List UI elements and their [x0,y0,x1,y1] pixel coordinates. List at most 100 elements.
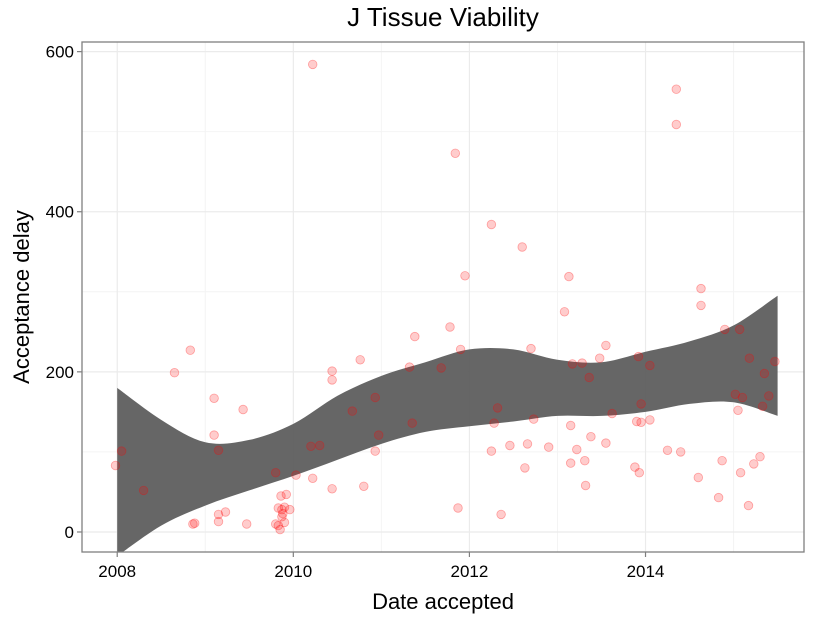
y-tick-label: 600 [46,43,74,62]
x-tick-label: 2008 [98,562,136,581]
scatter-point [755,452,765,462]
scatter-point [209,393,219,404]
scatter-point [185,345,196,355]
scatter-point [634,468,645,478]
scatter-point [278,508,288,519]
y-axis: 0 200 400 600 [46,43,82,542]
scatter-point [586,432,596,442]
scatter-point [116,446,127,456]
scatter-point [696,300,706,311]
scatter-point [607,408,617,419]
scatter-point [580,480,591,491]
scatter-point [584,372,594,383]
scatter-point [347,406,358,416]
y-axis-title: Acceptance delay [9,210,34,384]
scatter-point [717,456,727,466]
scatter-point [632,416,642,427]
scatter-point [595,353,605,363]
scatter-point [735,324,745,335]
y-tick-label: 0 [65,523,74,542]
scatter-point [355,355,365,365]
scatter-point [735,468,746,478]
scatter-point [671,84,682,94]
scatter-point [110,460,121,471]
scatter-point [770,356,780,367]
scatter-point [460,271,470,281]
scatter-point [271,468,281,478]
chart-title: J Tissue Viability [347,2,539,32]
scatter-point [436,363,446,373]
scatter-point [676,447,686,457]
y-tick-label: 400 [46,203,74,222]
scatter-point [671,119,682,130]
scatter-point [209,430,219,440]
scatter-point [645,415,655,425]
scatter-point [285,504,295,515]
scatter-point [572,444,582,455]
panel-border [81,41,805,553]
scatter-point [455,344,466,355]
scatter-point [169,368,180,378]
scatter-point [308,473,318,484]
scatter-point [720,324,730,335]
scatter-point [279,517,290,528]
scatter-point [308,59,318,70]
smooth-band [117,295,778,552]
scatter-point [291,470,301,480]
scatter-point [327,375,337,385]
scatter-point [370,446,380,456]
scatter-point [743,500,754,511]
y-tick-label: 200 [46,363,74,382]
scatter-point [520,463,530,473]
scatter-point [374,430,384,440]
scatter-point [529,414,539,424]
scatter-point [633,351,644,362]
x-axis-title: Date accepted [372,589,514,614]
scatter-point [601,438,611,448]
scatter-point [636,417,646,428]
scatter-point [567,359,578,369]
scatter-point [359,481,369,492]
scatter-point [662,445,673,456]
x-tick-label: 2010 [274,562,312,581]
scatter-point [138,485,149,496]
scatter-point [273,503,284,513]
x-tick-label: 2012 [451,562,489,581]
scatter-point [522,439,533,449]
scatter-point [733,405,743,416]
scatter-point [450,148,461,159]
scatter-point [327,484,337,494]
scatter-point [407,418,417,428]
scatter-point [566,420,576,431]
x-axis: 2008 2010 2012 2014 [98,552,664,581]
scatter-point [271,519,281,529]
scatter-point [241,519,252,529]
scatter-point [279,502,290,512]
scatter-point [559,307,570,317]
scatter-point [737,392,748,403]
scatter-point [281,489,292,500]
scatter-point [544,442,554,452]
scatter-point [220,507,231,517]
scatter-point [517,242,527,252]
scatter-point [526,343,536,354]
scatter-point [580,456,590,466]
scatter-point [749,459,759,469]
scatter-point [213,509,224,520]
scatter-point [489,418,499,428]
scatter-point [696,283,706,294]
scatter-point [566,458,576,468]
scatter-point [496,509,506,520]
scatter-point [486,219,497,230]
scatter-point [188,519,198,529]
scatter-point [273,520,284,531]
scatter-point [277,512,287,522]
scatter-point [370,392,380,403]
scatter-point [713,492,724,503]
scatter-point [757,401,768,412]
scatter-point [213,445,224,456]
scatter-point [276,491,286,501]
scatter-point [601,340,611,351]
scatter-point [445,322,455,332]
